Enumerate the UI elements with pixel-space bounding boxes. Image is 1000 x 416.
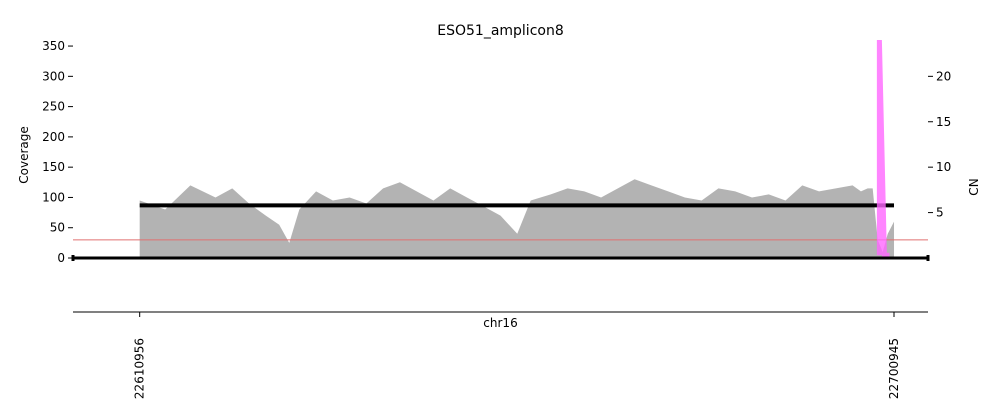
- y-left-tick-label: 350: [42, 39, 65, 53]
- y-right-tick-label: 15: [936, 115, 951, 129]
- chart-title: ESO51_amplicon8: [437, 23, 564, 39]
- x-tick-label: 22700945: [887, 338, 901, 399]
- y-left-tick-label: 50: [50, 221, 65, 235]
- y-left-tick-label: 200: [42, 130, 65, 144]
- y-left-tick-label: 100: [42, 190, 65, 204]
- y-right-tick-label: 20: [936, 69, 951, 83]
- y-right-axis-title: CN: [967, 178, 981, 195]
- cn-spike-line: [876, 39, 890, 258]
- y-left-tick-label: 300: [42, 69, 65, 83]
- y-left-tick-label: 0: [57, 251, 65, 265]
- coverage-area: [139, 179, 895, 258]
- y-right-tick-label: 10: [936, 160, 951, 174]
- y-right-tick-label: 5: [936, 206, 944, 220]
- x-tick-label: 22610956: [133, 338, 147, 399]
- y-left-tick-label: 250: [42, 100, 65, 114]
- x-axis-title: chr16: [483, 316, 517, 330]
- y-left-tick-label: 150: [42, 160, 65, 174]
- y-left-axis-title: Coverage: [17, 126, 31, 184]
